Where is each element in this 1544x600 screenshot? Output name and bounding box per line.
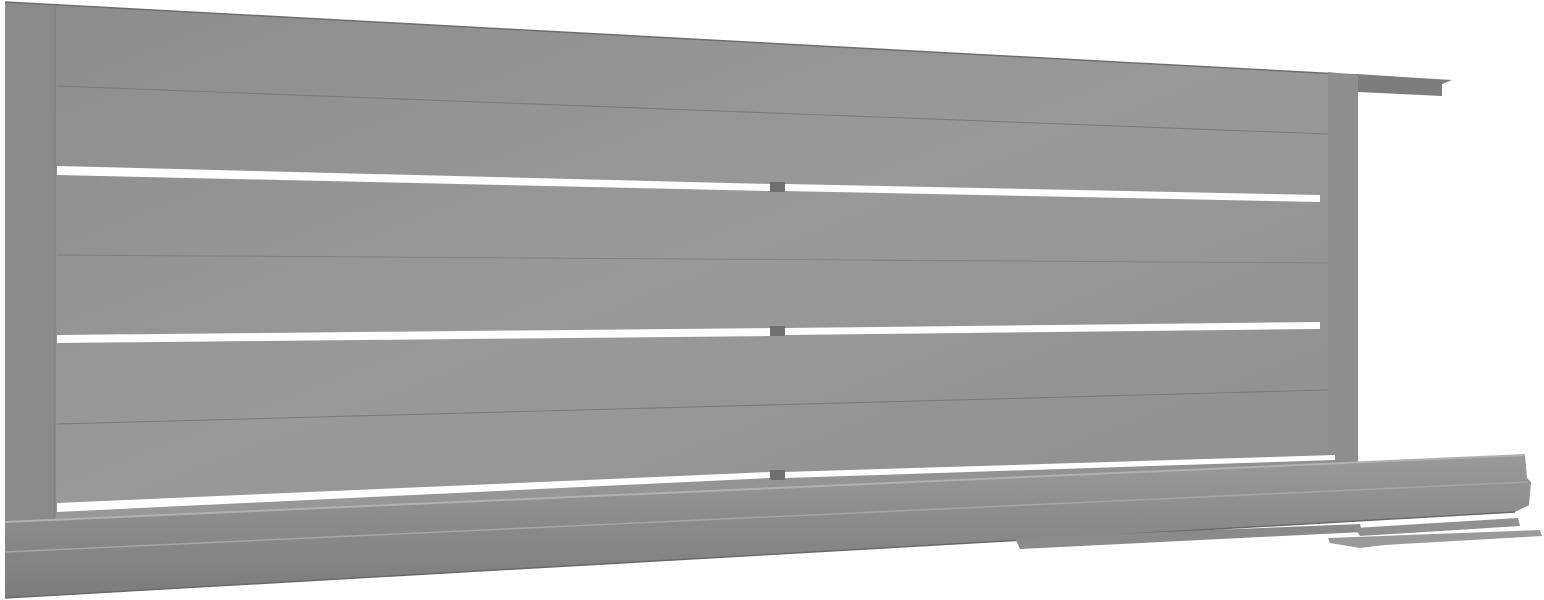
rail-stripe (4, 481, 1529, 553)
slot (57, 472, 770, 512)
rail-foot (1015, 524, 1362, 549)
slot (57, 328, 770, 343)
connector (770, 326, 785, 336)
slot (785, 455, 1335, 478)
connector (770, 470, 785, 480)
gate-panel (5, 2, 1358, 522)
rail-foot (1328, 530, 1542, 548)
bottom-rail (5, 455, 1531, 598)
groove (56, 389, 1329, 425)
rail-bottom-edge (4, 511, 1516, 599)
rail-foot (1355, 518, 1520, 536)
top-edge (4, 1, 1359, 76)
groove (56, 85, 1329, 135)
slot (785, 184, 1320, 202)
right-post (1328, 72, 1358, 464)
slot (57, 166, 770, 191)
top-cap (1356, 74, 1452, 96)
slot (785, 322, 1320, 335)
groove (56, 254, 1329, 264)
left-post (5, 2, 55, 522)
rail-edge (4, 454, 1526, 523)
connector (770, 182, 785, 192)
